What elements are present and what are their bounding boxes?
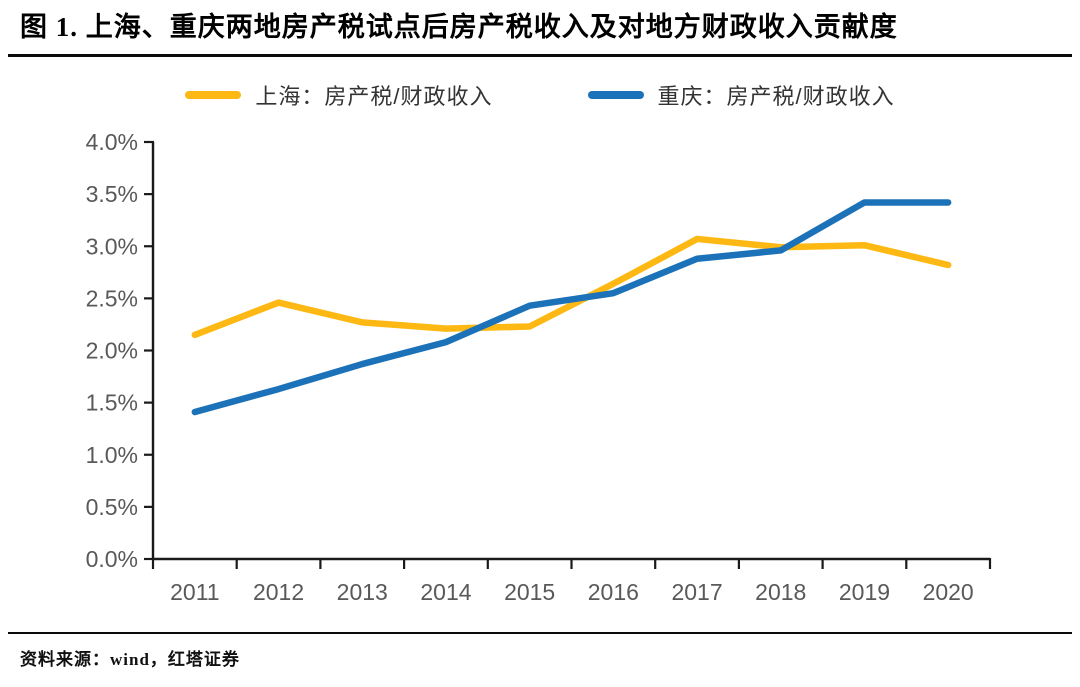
y-tick-label: 1.0% bbox=[86, 442, 138, 468]
chart-legend: 上海：房产税/财政收入 重庆：房产税/财政收入 bbox=[0, 79, 1080, 111]
y-tick-label: 1.5% bbox=[86, 390, 138, 416]
x-tick-label: 2019 bbox=[839, 579, 890, 605]
legend-label-chongqing: 重庆：房产税/财政收入 bbox=[657, 84, 895, 109]
y-tick-label: 2.0% bbox=[86, 338, 138, 364]
chongqing-series-line bbox=[191, 199, 952, 416]
source-note: 资料来源：wind，红塔证券 bbox=[20, 650, 240, 669]
x-tick-label: 2020 bbox=[923, 579, 974, 605]
x-tick-label: 2016 bbox=[588, 579, 639, 605]
y-tick-label: 2.5% bbox=[86, 285, 138, 311]
figure-title: 图 1. 上海、重庆两地房产税试点后房产税收入及对地方财政收入贡献度 bbox=[20, 12, 898, 42]
plot-svg: 0.0% 0.5% 1.0% 1.5% 2.0% 2.5% 3.0% 3.5% 4.0% 2011… bbox=[86, 129, 992, 605]
legend-item-shanghai: 上海：房产税/财政收入 bbox=[185, 79, 492, 111]
legend-swatch-chongqing bbox=[587, 91, 644, 99]
x-tick-label: 2013 bbox=[337, 579, 388, 605]
figure-header: 图 1. 上海、重庆两地房产税试点后房产税收入及对地方财政收入贡献度 bbox=[8, 0, 1072, 57]
legend-item-chongqing: 重庆：房产税/财政收入 bbox=[587, 79, 895, 111]
legend-label-shanghai: 上海：房产税/财政收入 bbox=[255, 84, 493, 109]
x-tick-label: 2012 bbox=[253, 579, 304, 605]
line-chart: 上海：房产税/财政收入 重庆：房产税/财政收入 0.0% 0.5% 1.0% 1.5% 2… bbox=[0, 57, 1080, 632]
shanghai-series-line bbox=[191, 235, 952, 339]
y-tick-label: 3.0% bbox=[86, 233, 138, 259]
x-tick-label: 2014 bbox=[420, 579, 471, 605]
y-tick-label: 0.0% bbox=[86, 546, 138, 572]
y-tick-label: 3.5% bbox=[86, 181, 138, 207]
y-tick-label: 4.0% bbox=[86, 129, 138, 155]
x-tick-label: 2017 bbox=[671, 579, 722, 605]
x-tick-label: 2015 bbox=[504, 579, 555, 605]
y-tick-label: 0.5% bbox=[86, 494, 138, 520]
figure-footer: 资料来源：wind，红塔证券 bbox=[8, 632, 1072, 670]
x-tick-label: 2011 bbox=[170, 579, 219, 605]
legend-swatch-shanghai bbox=[185, 91, 242, 99]
x-tick-label: 2018 bbox=[755, 579, 806, 605]
